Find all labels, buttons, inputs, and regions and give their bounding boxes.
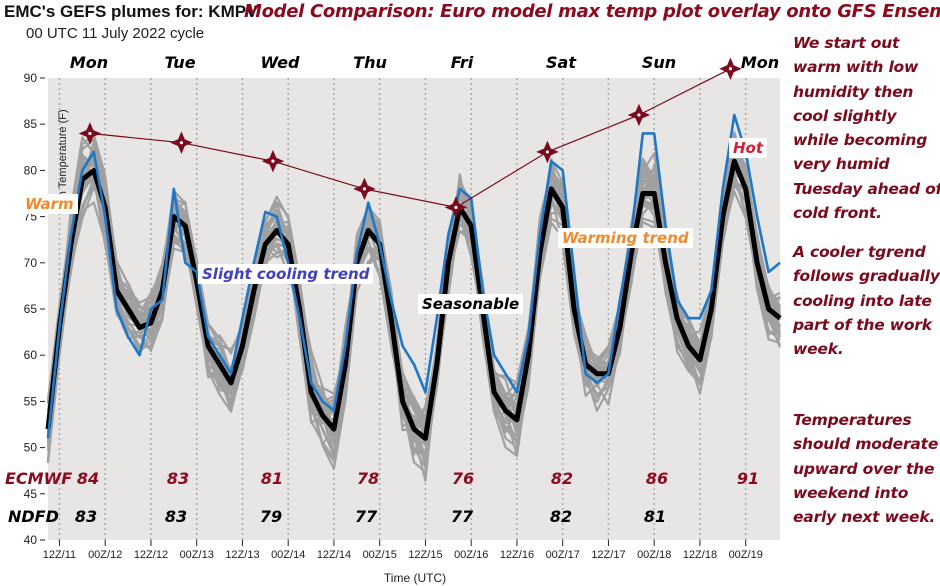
x-tick-label: 12Z/11: [43, 549, 76, 561]
ecmwf-value: 84: [76, 469, 100, 488]
ndfd-value: 83: [74, 507, 98, 526]
x-tick-label: 12Z/12: [134, 549, 168, 561]
x-axis-label: Time (UTC): [384, 571, 446, 585]
ecmwf-marker-center: [271, 159, 275, 163]
side-note-2: A cooler tgrend follows gradually coolin…: [793, 243, 940, 359]
y-tick-label: 55: [24, 394, 38, 408]
ecmwf-marker-center: [637, 113, 641, 117]
ecmwf-value: 83: [166, 469, 190, 488]
ecmwf-value: 81: [260, 469, 284, 488]
y-tick-label: 85: [24, 117, 38, 131]
ecmwf-marker-center: [454, 205, 458, 209]
day-label: Fri: [450, 53, 474, 72]
x-tick-label: 12Z/14: [317, 549, 351, 561]
ecmwf-value: 76: [451, 469, 475, 488]
ndfd-value: 77: [354, 507, 378, 526]
y-tick-label: 65: [24, 302, 38, 316]
ecmwf-marker-center: [728, 67, 733, 71]
ecmwf-value: 78: [356, 469, 380, 488]
ecmwf-line: [89, 68, 731, 209]
day-label: Wed: [260, 53, 300, 72]
ecmwf-marker-center: [88, 131, 92, 136]
side-note-1: We start out warm with low humidity then…: [793, 34, 940, 223]
series-lines: [45, 57, 782, 441]
x-tick-label: 00Z/12: [88, 549, 122, 561]
annotation-slight-cooling: Slight cooling trend: [198, 264, 374, 284]
x-tick-label: 00Z/13: [180, 549, 214, 561]
y-tick-label: 60: [24, 348, 38, 362]
chart-subtitle: 00 UTC 11 July 2022 cycle: [26, 25, 205, 42]
x-tick-label: 00Z/18: [637, 549, 671, 561]
x-tick-label: 00Z/19: [729, 549, 763, 561]
x-tick-label: 00Z/14: [271, 549, 305, 561]
ndfd-value: 83: [164, 507, 188, 526]
ecmwf-marker-center: [179, 141, 184, 145]
x-axis: 12Z/11 00Z/12 12Z/12 00Z/13 12Z/13 00Z/14 12Z/…: [43, 540, 763, 561]
day-label: Mon: [740, 53, 780, 72]
ensemble-mean-line: [45, 158, 782, 441]
x-tick-label: 00Z/17: [546, 549, 580, 561]
annotation-warming-trend: Warming trend: [558, 228, 693, 248]
ecmwf-value: 91: [736, 469, 760, 488]
ndfd-row-label: NDFD: [8, 507, 59, 526]
x-tick-label: 12Z/15: [408, 549, 442, 561]
annotation-warm: Warm: [21, 194, 78, 214]
day-label: Sun: [641, 53, 677, 72]
y-tick-label: 70: [24, 256, 38, 270]
y-tick-label: 45: [24, 487, 38, 501]
overlay-title: Model Comparison: Euro model max temp pl…: [244, 1, 940, 22]
ndfd-value: 81: [643, 507, 667, 526]
ndfd-value: 77: [450, 507, 474, 526]
ecmwf-row-label: ECMWF: [5, 469, 73, 488]
y-tick-label: 90: [24, 71, 38, 85]
control-line: [46, 113, 781, 439]
x-tick-label: 12Z/18: [683, 549, 717, 561]
x-tick-label: 12Z/13: [225, 549, 259, 561]
ecmwf-value: 86: [645, 469, 669, 488]
ecmwf-marker-center: [545, 150, 550, 154]
chart-title: EMC's GEFS plumes for: KMPV: [4, 2, 258, 21]
annotation-seasonable: Seasonable: [418, 294, 524, 314]
ndfd-value: 82: [549, 507, 573, 526]
x-tick-label: 00Z/16: [454, 549, 488, 561]
annotation-hot: Hot: [729, 138, 768, 158]
day-label: Thu: [353, 53, 387, 72]
y-axis-label: 2-m Temperature (F): [57, 109, 69, 210]
day-label: Mon: [69, 53, 109, 72]
ecmwf-marker-center: [362, 187, 367, 191]
y-tick-label: 40: [24, 533, 38, 547]
day-label: Sat: [546, 53, 576, 72]
x-tick-label: 12Z/17: [591, 549, 625, 561]
y-tick-label: 80: [24, 163, 38, 177]
ecmwf-value: 82: [550, 469, 574, 488]
x-tick-label: 12Z/16: [500, 549, 534, 561]
ndfd-value: 79: [259, 507, 283, 526]
side-note-3: Temperatures should moderate upward over…: [793, 411, 939, 527]
day-label: Tue: [164, 53, 196, 72]
y-tick-label: 50: [24, 441, 38, 455]
x-tick-label: 00Z/15: [363, 549, 397, 561]
